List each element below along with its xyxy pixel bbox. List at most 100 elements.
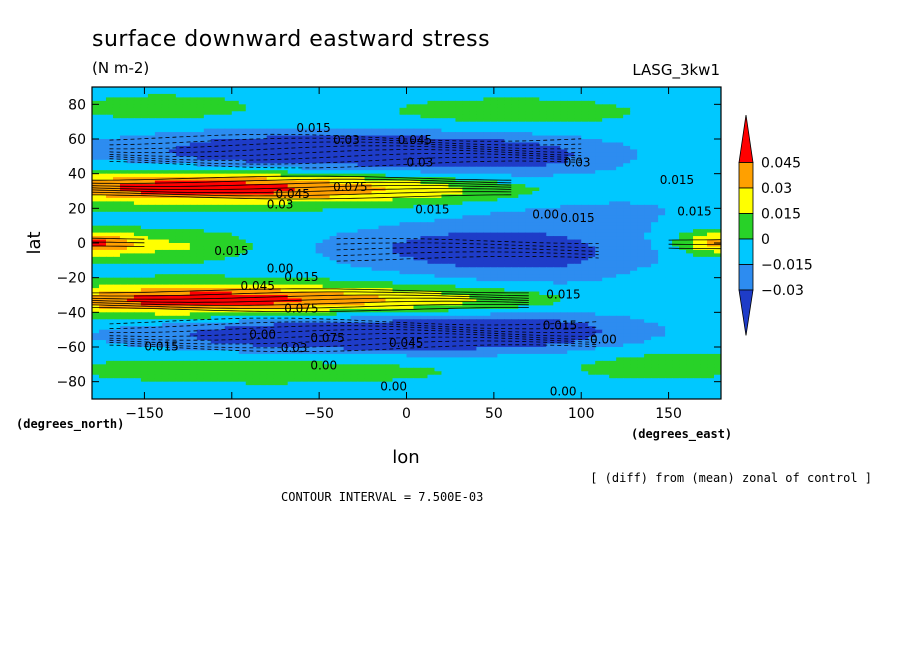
heatmap-cell <box>294 152 303 157</box>
heatmap-cell <box>574 194 582 199</box>
heatmap-cell <box>329 267 338 272</box>
heatmap-cell <box>532 114 540 119</box>
heatmap-cell <box>280 270 289 275</box>
heatmap-cell <box>231 145 240 150</box>
heatmap-cell <box>476 270 484 275</box>
heatmap-cell <box>602 197 610 202</box>
heatmap-cell <box>609 152 617 157</box>
heatmap-cell <box>413 274 422 279</box>
heatmap-cell <box>301 243 310 248</box>
heatmap-cell <box>434 114 443 119</box>
heatmap-cell <box>693 191 701 196</box>
heatmap-cell <box>539 204 547 209</box>
heatmap-cell <box>483 149 491 154</box>
heatmap-cell <box>588 156 596 161</box>
heatmap-cell <box>399 211 408 216</box>
heatmap-cell <box>581 270 589 275</box>
heatmap-cell <box>406 111 415 116</box>
heatmap-cell <box>301 132 310 137</box>
heatmap-cell <box>546 274 554 279</box>
heatmap-cell <box>441 187 450 192</box>
heatmap-cell <box>455 104 464 109</box>
heatmap-cell <box>581 177 589 182</box>
heatmap-cell <box>686 232 694 237</box>
heatmap-cell <box>532 156 540 161</box>
heatmap-cell <box>189 222 198 227</box>
heatmap-cell <box>651 239 659 244</box>
heatmap-cell <box>294 97 303 102</box>
heatmap-cell <box>252 201 261 206</box>
heatmap-cell <box>378 139 387 144</box>
heatmap-cell <box>595 107 603 112</box>
heatmap-cell <box>511 260 519 265</box>
heatmap-cell <box>602 132 610 137</box>
heatmap-cell <box>217 194 226 199</box>
heatmap-cell <box>238 118 247 123</box>
heatmap-cell <box>322 170 331 175</box>
heatmap-cell <box>504 128 512 133</box>
heatmap-cell <box>637 97 645 102</box>
heatmap-cell <box>154 263 163 268</box>
heatmap-cell <box>92 121 100 126</box>
heatmap-cell <box>189 263 198 268</box>
heatmap-cell <box>413 177 422 182</box>
heatmap-cell <box>455 239 464 244</box>
heatmap-cell <box>707 197 715 202</box>
heatmap-cell <box>448 239 457 244</box>
heatmap-cell <box>287 118 296 123</box>
heatmap-cell <box>266 277 275 282</box>
heatmap-cell <box>287 204 296 209</box>
heatmap-cell <box>308 215 317 220</box>
heatmap-cell <box>238 114 247 119</box>
heatmap-cell <box>441 149 450 154</box>
heatmap-cell <box>168 267 177 272</box>
heatmap-cell <box>434 180 443 185</box>
heatmap-cell <box>637 184 645 189</box>
heatmap-cell <box>546 152 554 157</box>
heatmap-cell <box>511 253 519 258</box>
heatmap-cell <box>679 197 687 202</box>
heatmap-cell <box>287 211 296 216</box>
heatmap-cell <box>259 100 268 105</box>
heatmap-cell <box>525 225 533 230</box>
heatmap-cell <box>462 111 470 116</box>
heatmap-cell <box>385 97 394 102</box>
heatmap-cell <box>287 100 296 105</box>
heatmap-cell <box>574 184 582 189</box>
heatmap-cell <box>469 114 477 119</box>
heatmap-cell <box>483 246 491 251</box>
heatmap-cell <box>266 208 275 213</box>
heatmap-cell <box>133 118 142 123</box>
heatmap-cell <box>700 145 708 150</box>
heatmap-cell <box>427 225 436 230</box>
heatmap-cell <box>175 239 184 244</box>
heatmap-cell <box>574 145 582 150</box>
heatmap-cell <box>399 236 408 241</box>
heatmap-cell <box>210 270 219 275</box>
heatmap-cell <box>154 211 163 216</box>
heatmap-cell <box>539 263 547 268</box>
heatmap-cell <box>399 246 408 251</box>
heatmap-cell <box>539 111 547 116</box>
heatmap-cell <box>539 132 547 137</box>
heatmap-cell <box>434 87 443 92</box>
heatmap-cell <box>672 225 680 230</box>
heatmap-cell <box>231 156 240 161</box>
heatmap-cell <box>553 100 561 105</box>
heatmap-cell <box>231 184 240 189</box>
heatmap-cell <box>616 135 624 140</box>
heatmap-cell <box>504 173 512 178</box>
heatmap-cell <box>609 139 617 144</box>
heatmap-cell <box>413 253 422 258</box>
heatmap-cell <box>455 128 464 133</box>
heatmap-cell <box>175 211 184 216</box>
heatmap-cell <box>441 97 450 102</box>
heatmap-cell <box>637 249 645 254</box>
heatmap-cell <box>420 111 429 116</box>
heatmap-cell <box>154 100 163 105</box>
heatmap-cell <box>238 270 247 275</box>
heatmap-cell <box>308 166 317 171</box>
heatmap-cell <box>161 125 170 130</box>
heatmap-cell <box>385 256 394 261</box>
heatmap-cell <box>357 163 366 168</box>
